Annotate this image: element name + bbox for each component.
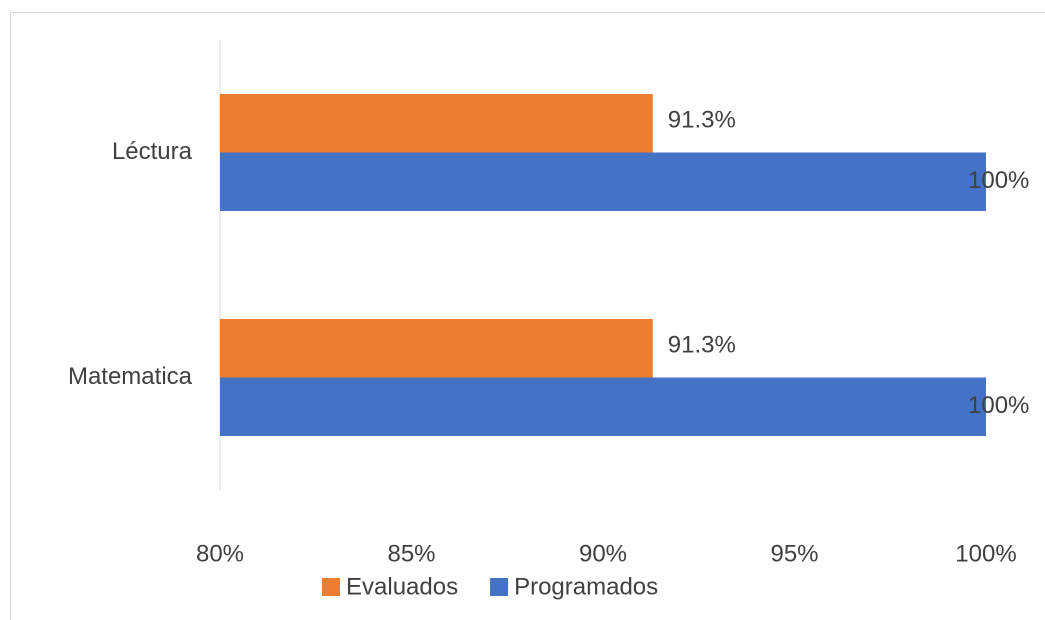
x-tick-label: 85%	[387, 540, 435, 567]
x-tick-label: 80%	[196, 540, 244, 567]
data-label: 91.3%	[668, 332, 736, 359]
y-tick-label: Léctura	[112, 138, 193, 165]
x-tick-label: 95%	[770, 540, 818, 567]
x-tick-label: 90%	[579, 540, 627, 567]
data-label: 91.3%	[668, 107, 736, 134]
legend-label: Programados	[514, 573, 658, 600]
bar	[220, 319, 653, 378]
bar	[220, 94, 653, 153]
bar	[220, 377, 986, 436]
data-label: 100%	[968, 392, 1029, 419]
legend-swatch	[490, 578, 509, 596]
legend-label: Evaluados	[346, 573, 458, 600]
y-tick-label: Matematica	[68, 363, 193, 390]
chart-frame	[10, 12, 1045, 620]
bar	[220, 152, 986, 211]
legend-swatch	[322, 578, 340, 596]
data-label: 100%	[968, 167, 1029, 194]
x-tick-label: 100%	[955, 540, 1016, 567]
